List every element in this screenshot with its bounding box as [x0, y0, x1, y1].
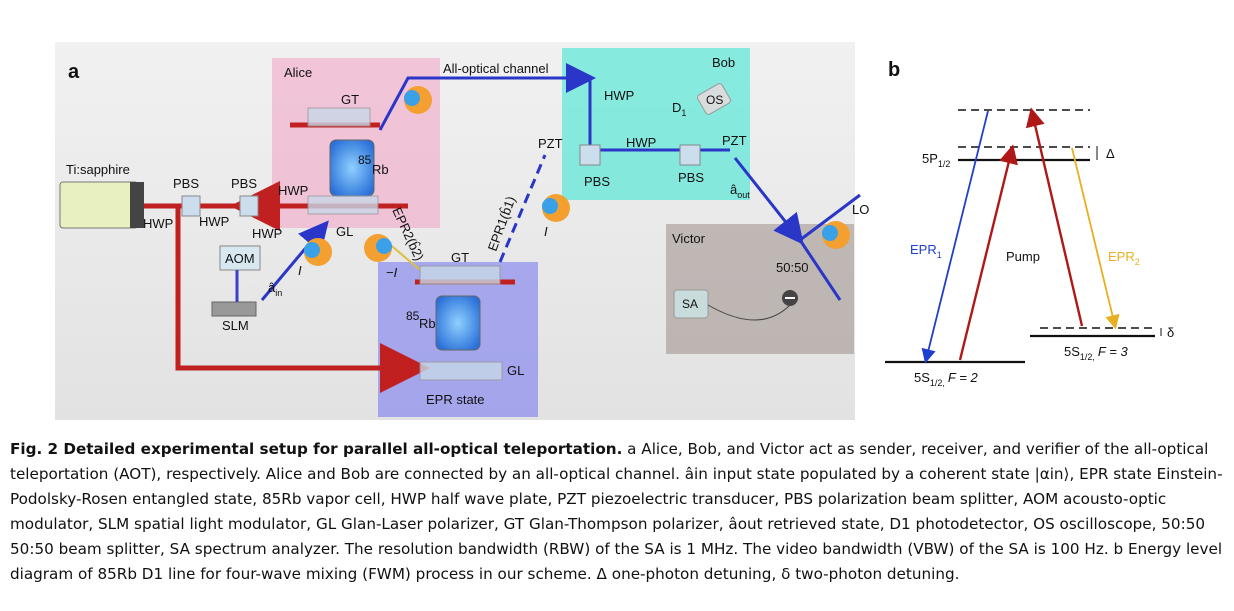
a-in-label: âin	[268, 280, 282, 298]
figure-2: a Alice Bob Victor EPR state Ti:sapphire…	[55, 42, 1174, 420]
i-pos-label-2: I	[544, 224, 548, 239]
sa-label: SA	[682, 297, 698, 311]
a-out-label: âout	[730, 182, 750, 200]
hwp-label-bob-1: HWP	[604, 88, 634, 103]
pump-transition-label: Pump	[1006, 249, 1040, 264]
level-5s-f3-label: 5S1/2, F = 3	[1064, 344, 1128, 362]
pbs-label-2: PBS	[231, 176, 257, 191]
slm-label: SLM	[222, 318, 249, 333]
figure-caption: Fig. 2 Detailed experimental setup for p…	[10, 437, 1224, 587]
pbs-label-1: PBS	[173, 176, 199, 191]
gl-label-epr: GL	[507, 363, 524, 378]
laser-label: Ti:sapphire	[66, 162, 130, 177]
epr1-beam	[498, 154, 547, 263]
pzt-label-2: PZT	[722, 133, 747, 148]
image-profile-icons	[304, 86, 850, 266]
pbs-label-bob-1: PBS	[584, 174, 610, 189]
i-neg-label: −I	[386, 265, 398, 280]
one-photon-detuning-label: Δ	[1106, 146, 1115, 161]
epr2-transition	[1071, 147, 1120, 330]
rb-sup-epr: 85	[406, 309, 420, 323]
os-label: OS	[706, 93, 723, 107]
gl-label-alice: GL	[336, 224, 353, 239]
channel-label: All-optical channel	[443, 61, 549, 76]
rb-sup-alice: 85	[358, 153, 372, 167]
panel-a: a Alice Bob Victor EPR state Ti:sapphire…	[55, 42, 869, 420]
panel-b-letter: b	[888, 59, 900, 81]
hwp-label-bob-2: HWP	[626, 135, 656, 150]
level-5s-f2-label: 5S1/2, F = 2	[914, 370, 978, 388]
rb-cell-alice	[329, 139, 375, 197]
pbs-label-bob-2: PBS	[678, 170, 704, 185]
pzt-label-1: PZT	[538, 136, 563, 151]
ti-sapphire-laser	[59, 181, 139, 229]
rb-label-alice: Rb	[372, 162, 389, 177]
hwp-label-4: HWP	[252, 226, 282, 241]
epr-state-label: EPR state	[426, 392, 485, 407]
epr1-transition-label: EPR1	[910, 242, 942, 260]
aom	[219, 245, 261, 271]
oscilloscope	[696, 83, 732, 115]
alice-label: Alice	[284, 65, 312, 80]
hwp-label-1: HWP	[143, 216, 173, 231]
two-photon-detuning-label: δ	[1167, 325, 1174, 340]
rb-label-epr: Rb	[419, 316, 436, 331]
gt-label-epr: GT	[451, 250, 469, 265]
aom-label: AOM	[225, 251, 255, 266]
panel-b: b 5P1/2 Δ 5S1/2, F = 2 5S1/2, F = 3 δ EPR1…	[885, 59, 1174, 388]
victor-zone	[666, 224, 854, 354]
epr2-transition-label: EPR2	[1108, 249, 1140, 267]
hwp-label-2: HWP	[199, 214, 229, 229]
caption-title: Fig. 2 Detailed experimental setup for p…	[10, 440, 623, 458]
caption-text: a Alice, Bob, and Victor act as sender, …	[10, 440, 1223, 583]
gt-label-alice: GT	[341, 92, 359, 107]
pump-transition-1	[958, 144, 1018, 361]
d1-label: D1	[672, 100, 686, 118]
hwp-label-3: HWP	[278, 183, 308, 198]
victor-label: Victor	[672, 231, 706, 246]
level-5p-label: 5P1/2	[922, 151, 950, 169]
pump-transition-2	[1025, 107, 1084, 327]
spectrum-analyzer	[673, 289, 709, 319]
panel-a-letter: a	[68, 61, 80, 83]
rb-cell-epr	[435, 295, 481, 351]
bs-label: 50:50	[776, 260, 809, 275]
slm	[211, 301, 257, 317]
i-pos-label-1: I	[298, 263, 302, 278]
lo-label: LO	[852, 202, 869, 217]
epr1-transition	[921, 110, 989, 364]
bob-label: Bob	[712, 55, 735, 70]
